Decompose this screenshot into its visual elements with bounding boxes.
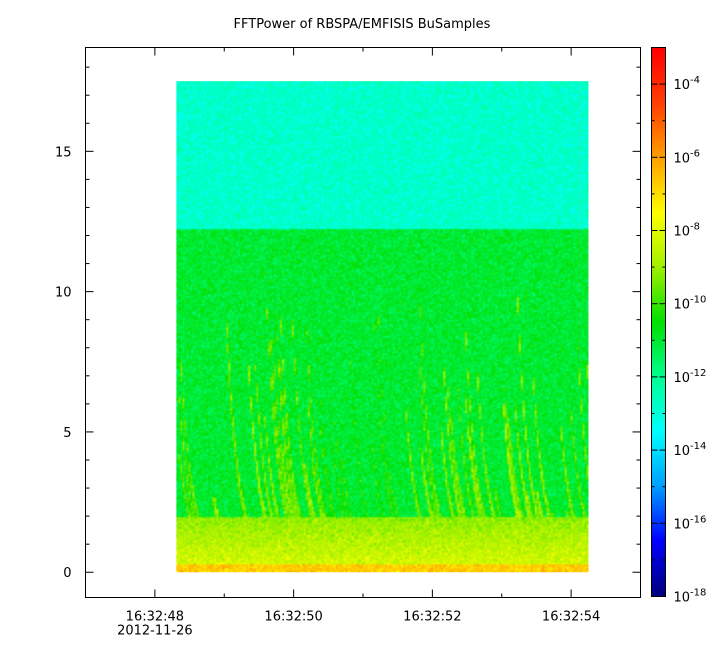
y-tick-label: 0: [63, 566, 71, 581]
x-tick-date-label: 2012-11-26: [117, 624, 193, 639]
colorbar-tick-label: 10-18: [674, 588, 707, 606]
colorbar-tick-label: 10-14: [674, 441, 707, 459]
colorbar-axis: 10-18 10-16 10-14 10-12 10-10 10-8 10-6 10-4: [651, 47, 707, 606]
y-axis: 0 5 10 15: [55, 66, 641, 581]
spectrogram-image: [176, 81, 589, 573]
x-tick-label: 16:32:52: [403, 610, 461, 625]
x-tick-label: 16:32:50: [264, 610, 322, 625]
colorbar-tick-label: 10-12: [674, 368, 707, 386]
chart-title: FFTPower of RBSPA/EMFISIS BuSamples: [233, 17, 491, 32]
colorbar: [652, 48, 665, 596]
y-tick-label: 15: [55, 145, 72, 160]
colorbar-tick-label: 10-10: [674, 295, 707, 313]
colorbar-tick-label: 10-16: [674, 514, 707, 532]
colorbar-tick-label: 10-4: [674, 75, 701, 93]
y-tick-label: 10: [55, 286, 72, 301]
y-tick-label: 5: [63, 426, 71, 441]
colorbar-tick-label: 10-6: [674, 148, 701, 166]
x-tick-label: 16:32:48: [126, 610, 184, 625]
colorbar-frame: [651, 47, 666, 597]
x-tick-label: 16:32:54: [542, 610, 600, 625]
colorbar-tick-label: 10-8: [674, 222, 701, 240]
